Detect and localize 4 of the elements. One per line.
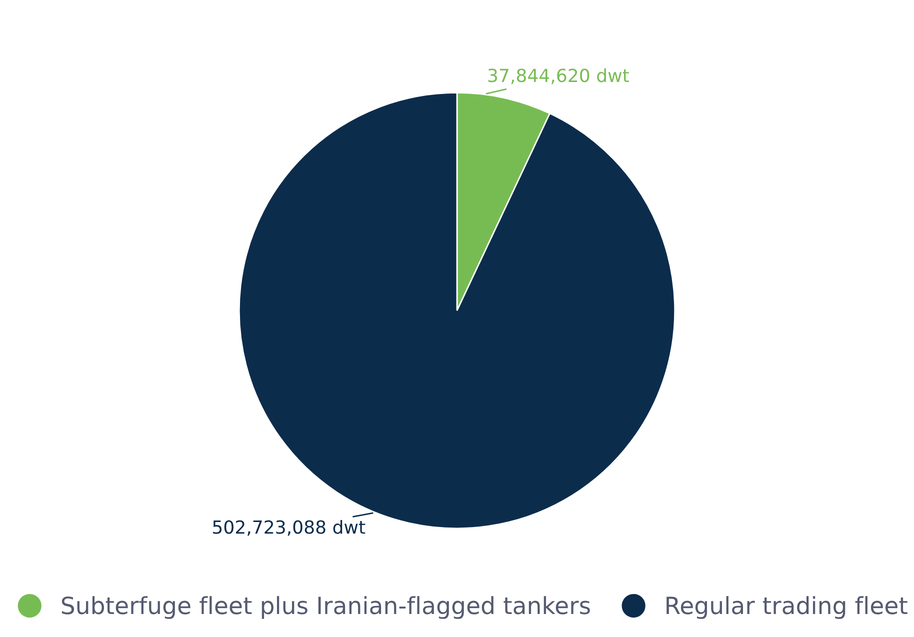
data-label: 502,723,088 dwt xyxy=(213,520,366,536)
data-label: 37,844,620 dwt xyxy=(488,68,629,84)
legend-label: Subterfuge fleet plus Iranian-flagged tankers xyxy=(62,596,590,619)
legend-label: Regular trading fleet xyxy=(666,596,908,619)
